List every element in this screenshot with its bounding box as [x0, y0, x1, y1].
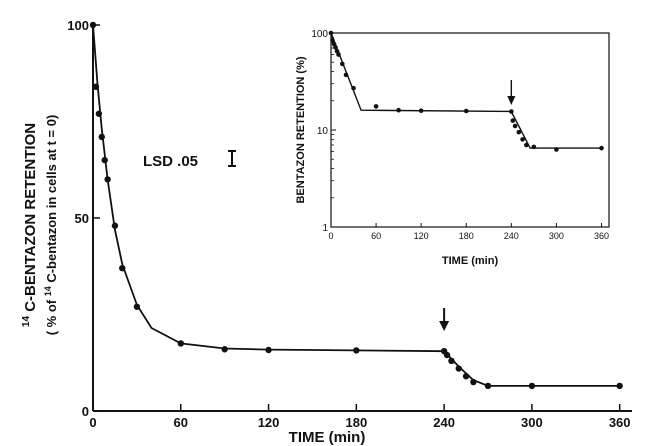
main-data-point — [119, 264, 126, 272]
main-y-tick-label: 50 — [75, 211, 89, 226]
inset-data-point — [524, 142, 529, 148]
inset-data-point — [336, 52, 341, 57]
main-data-point — [95, 110, 103, 117]
inset-x-tick-label: 180 — [459, 231, 474, 241]
inset-data-point — [463, 108, 469, 114]
main-x-tick-label: 300 — [521, 415, 543, 430]
main-data-point — [177, 340, 184, 347]
inset-y-tick-label: 1 — [322, 223, 328, 234]
inset-data-point — [516, 129, 522, 135]
main-data-point — [221, 346, 228, 353]
main-x-tick-label: 60 — [174, 415, 188, 430]
main-arrow — [439, 308, 450, 331]
main-data-point — [484, 382, 492, 390]
inset-data-point — [351, 85, 356, 91]
main-y-label-superscript: 14 — [21, 316, 32, 328]
svg-text:( % of 14 C-b: ( % of 14 C-bentazon in cells at t = 0) — [39, 115, 59, 336]
lsd-label: LSD .05 — [143, 153, 198, 170]
main-y-label-2-a: ( % of — [44, 296, 59, 335]
main-y-label-2-b: C-bentazon in cells at t = 0) — [44, 115, 59, 283]
svg-text:BENTAZON RETENTION (%): BENTAZON RETENTION (%) — [295, 56, 307, 203]
inset-data-point — [418, 108, 424, 114]
inset-x-tick-label: 120 — [414, 231, 429, 241]
main-y-label: 14 C-BENTAZON RETENTION — [16, 123, 39, 327]
main-data-point — [98, 133, 105, 141]
inset-data-point — [333, 45, 338, 50]
main-x-tick-label: 120 — [258, 415, 280, 430]
main-data-point — [462, 373, 470, 380]
inset-data-point — [328, 30, 334, 36]
inset-data-point — [599, 145, 604, 151]
inset-data-point — [343, 72, 349, 78]
main-y-label-text: C-BENTAZON RETENTION — [22, 123, 39, 312]
svg-text:14 C-BENTAZON RETENTIO: 14 C-BENTAZON RETENTION — [16, 123, 39, 327]
main-x-tick-label: 360 — [609, 415, 631, 430]
main-y-label-2: ( % of 14 C-bentazon in cells at t = 0) — [39, 115, 59, 336]
main-data-point — [104, 176, 111, 183]
inset-frame — [330, 32, 610, 228]
inset-y-tick-label: 10 — [317, 126, 329, 137]
inset-data-point — [520, 137, 525, 142]
main-data-point — [455, 365, 462, 372]
inset-data-point — [509, 109, 514, 114]
inset-data-point — [531, 144, 537, 150]
inset-x-tick-label: 240 — [504, 231, 519, 241]
inset-data-point — [330, 38, 335, 43]
inset-x-tick-label: 300 — [549, 231, 564, 241]
main-y-tick-label: 0 — [82, 404, 89, 419]
main-data-point — [470, 378, 477, 386]
main-data-point — [89, 21, 97, 29]
inset-arrow — [507, 80, 516, 105]
main-x-label: TIME (min) — [289, 429, 366, 446]
inset-data-point — [339, 61, 345, 67]
main-x-tick-label: 240 — [433, 415, 455, 430]
inset-data-point — [373, 104, 379, 109]
inset-y-label: BENTAZON RETENTION (%) — [295, 56, 307, 203]
inset-data-point — [510, 118, 516, 123]
main-data-point — [92, 83, 100, 90]
main-data-point — [448, 357, 455, 365]
inset-x-label: TIME (min) — [442, 255, 499, 267]
main-data-point — [443, 351, 451, 359]
main-x-tick-label: 180 — [345, 415, 367, 430]
lsd-annotation: LSD .05 — [143, 150, 236, 170]
inset-chart: 0 60 120 180 240 300 360 1 10 100 TIME (min) BENT… — [295, 29, 610, 267]
main-data-point — [101, 156, 108, 164]
inset-data-point — [512, 123, 518, 129]
inset-data-point — [396, 107, 401, 113]
inset-data-point — [554, 147, 559, 152]
inset-x-tick-label: 0 — [328, 231, 333, 241]
inset-x-tick-label: 60 — [371, 231, 381, 241]
main-data-point — [353, 347, 360, 354]
main-x-tick-label: 0 — [89, 415, 96, 430]
main-data-point — [111, 222, 119, 229]
main-y-label-2-sup: 14 — [43, 286, 53, 296]
inset-y-tick-label: 100 — [311, 29, 328, 40]
main-data-point — [528, 382, 536, 390]
main-data-point — [133, 303, 141, 310]
main-data-point — [265, 346, 272, 354]
inset-x-tick-label: 360 — [594, 231, 609, 241]
main-y-tick-label: 100 — [67, 18, 89, 33]
main-data-point — [616, 382, 623, 390]
